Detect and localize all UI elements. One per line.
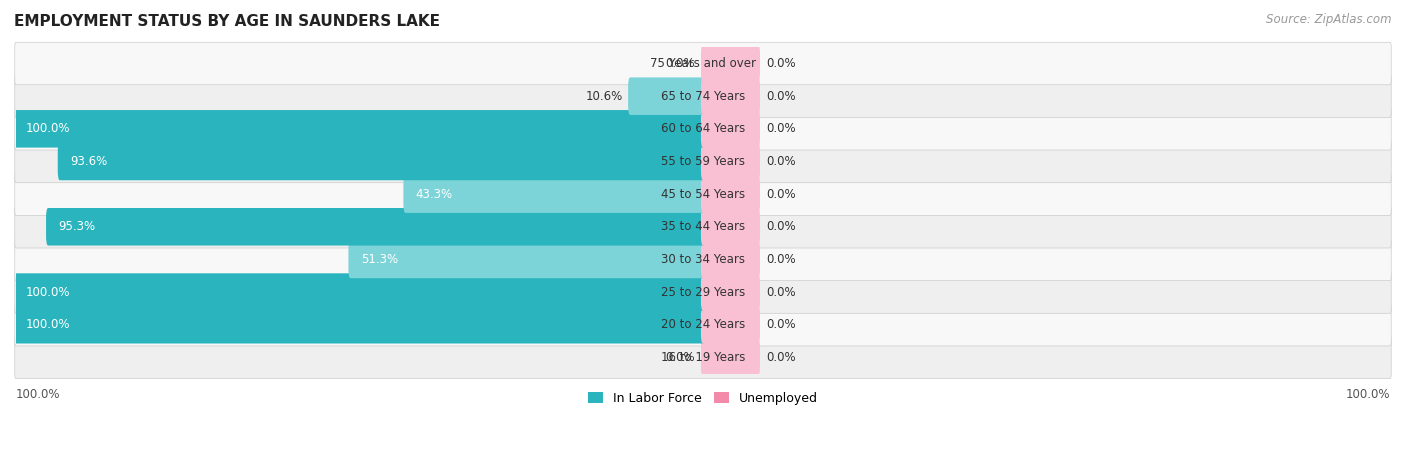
FancyBboxPatch shape xyxy=(15,140,1391,183)
FancyBboxPatch shape xyxy=(58,143,704,180)
FancyBboxPatch shape xyxy=(702,110,761,148)
Text: 30 to 34 Years: 30 to 34 Years xyxy=(661,253,745,266)
FancyBboxPatch shape xyxy=(15,238,1391,281)
Text: 93.6%: 93.6% xyxy=(70,155,107,168)
Legend: In Labor Force, Unemployed: In Labor Force, Unemployed xyxy=(583,387,823,410)
FancyBboxPatch shape xyxy=(15,108,1391,150)
Text: 100.0%: 100.0% xyxy=(27,318,70,331)
Text: 0.0%: 0.0% xyxy=(766,286,796,299)
Text: 100.0%: 100.0% xyxy=(1346,388,1391,401)
FancyBboxPatch shape xyxy=(404,176,704,213)
Text: 100.0%: 100.0% xyxy=(15,388,60,401)
FancyBboxPatch shape xyxy=(702,241,761,278)
FancyBboxPatch shape xyxy=(46,208,704,246)
Text: 0.0%: 0.0% xyxy=(766,253,796,266)
Text: 75 Years and over: 75 Years and over xyxy=(650,57,756,70)
FancyBboxPatch shape xyxy=(702,176,761,213)
FancyBboxPatch shape xyxy=(702,338,761,376)
FancyBboxPatch shape xyxy=(349,241,704,278)
Text: 20 to 24 Years: 20 to 24 Years xyxy=(661,318,745,331)
Text: EMPLOYMENT STATUS BY AGE IN SAUNDERS LAKE: EMPLOYMENT STATUS BY AGE IN SAUNDERS LAK… xyxy=(14,14,440,28)
Text: 0.0%: 0.0% xyxy=(665,351,695,364)
FancyBboxPatch shape xyxy=(14,110,704,148)
FancyBboxPatch shape xyxy=(702,143,761,180)
FancyBboxPatch shape xyxy=(15,336,1391,378)
FancyBboxPatch shape xyxy=(702,306,761,343)
Text: 100.0%: 100.0% xyxy=(27,122,70,135)
FancyBboxPatch shape xyxy=(702,273,761,311)
Text: 0.0%: 0.0% xyxy=(766,122,796,135)
FancyBboxPatch shape xyxy=(14,273,704,311)
Text: 16 to 19 Years: 16 to 19 Years xyxy=(661,351,745,364)
Text: 10.6%: 10.6% xyxy=(586,90,623,103)
Text: 51.3%: 51.3% xyxy=(361,253,398,266)
FancyBboxPatch shape xyxy=(15,271,1391,313)
Text: 0.0%: 0.0% xyxy=(766,90,796,103)
Text: 0.0%: 0.0% xyxy=(665,57,695,70)
Text: 0.0%: 0.0% xyxy=(766,155,796,168)
FancyBboxPatch shape xyxy=(15,206,1391,248)
Text: 0.0%: 0.0% xyxy=(766,220,796,233)
FancyBboxPatch shape xyxy=(702,208,761,246)
FancyBboxPatch shape xyxy=(702,45,761,82)
Text: 25 to 29 Years: 25 to 29 Years xyxy=(661,286,745,299)
Text: 0.0%: 0.0% xyxy=(766,57,796,70)
Text: Source: ZipAtlas.com: Source: ZipAtlas.com xyxy=(1267,14,1392,27)
Text: 35 to 44 Years: 35 to 44 Years xyxy=(661,220,745,233)
Text: 45 to 54 Years: 45 to 54 Years xyxy=(661,188,745,201)
Text: 0.0%: 0.0% xyxy=(766,188,796,201)
Text: 100.0%: 100.0% xyxy=(27,286,70,299)
FancyBboxPatch shape xyxy=(15,173,1391,216)
Text: 0.0%: 0.0% xyxy=(766,318,796,331)
FancyBboxPatch shape xyxy=(628,77,704,115)
FancyBboxPatch shape xyxy=(702,77,761,115)
Text: 43.3%: 43.3% xyxy=(416,188,453,201)
Text: 55 to 59 Years: 55 to 59 Years xyxy=(661,155,745,168)
Text: 60 to 64 Years: 60 to 64 Years xyxy=(661,122,745,135)
FancyBboxPatch shape xyxy=(15,303,1391,346)
Text: 95.3%: 95.3% xyxy=(59,220,96,233)
FancyBboxPatch shape xyxy=(14,306,704,343)
Text: 65 to 74 Years: 65 to 74 Years xyxy=(661,90,745,103)
Text: 0.0%: 0.0% xyxy=(766,351,796,364)
FancyBboxPatch shape xyxy=(15,42,1391,85)
FancyBboxPatch shape xyxy=(15,75,1391,117)
